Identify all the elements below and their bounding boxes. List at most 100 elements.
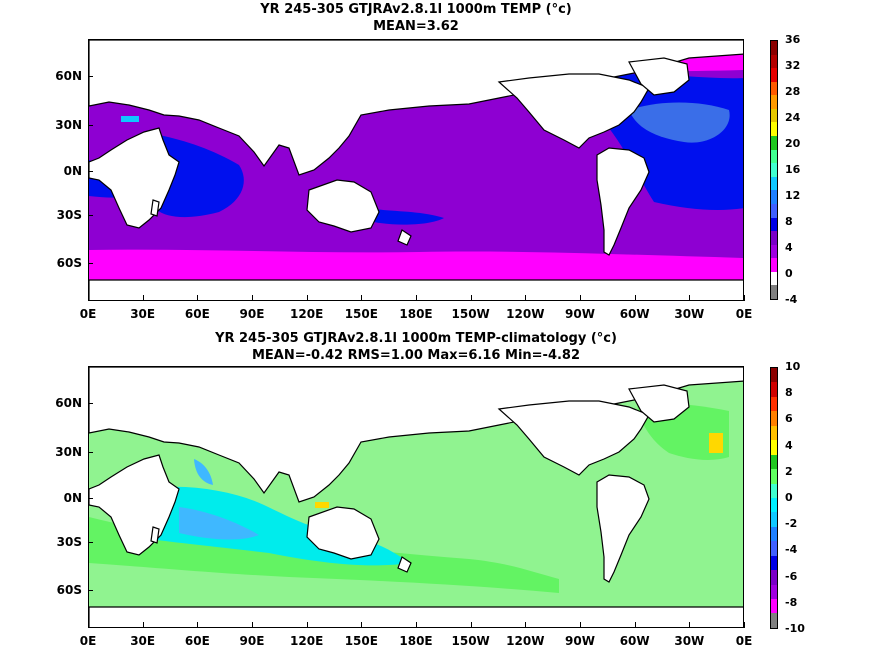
y-tick-label: 30S [56,535,82,549]
south-america-land [596,147,650,256]
y-tick-mark [88,498,93,499]
south-america-land [596,474,650,583]
colorbar-swatch [771,526,777,542]
x-tick-label: 60W [619,307,650,321]
x-tick-mark [470,622,472,628]
colorbar-swatch [771,95,777,109]
colorbar-swatch [771,497,777,513]
colorbar-swatch [771,454,777,470]
x-tick-mark [580,295,581,301]
madagascar-land [150,526,160,544]
y-tick-mark [88,452,93,453]
colorbar-swatch [771,483,777,498]
panel1-subtitle: MEAN=3.62 [373,19,459,34]
x-tick-label: 120W [506,634,545,648]
colorbar-tick-label: 20 [785,137,801,150]
colorbar-tick-label: 4 [785,241,793,254]
colorbar-tick-label: 6 [785,412,793,426]
colorbar-swatch [771,54,777,69]
x-tick-mark [142,295,144,301]
colorbar-swatch [771,203,777,218]
y-tick-mark [88,403,93,404]
y-tick-label: 0N [63,164,82,178]
colorbar-tick-label: 8 [785,386,793,400]
x-tick-label: 90W [565,307,595,321]
x-tick-label: 90E [239,634,265,648]
y-tick-label: 60N [55,69,82,83]
australia-land [306,506,380,560]
x-tick-mark [634,622,636,628]
new-zealand-land [397,229,412,246]
x-tick-label: 0E [735,307,753,321]
y-tick-mark [88,76,93,77]
colorbar-swatch [771,411,777,426]
x-tick-label: 60E [184,634,210,648]
x-tick-label: 150W [451,634,490,648]
colorbar-tick-label: 12 [785,189,801,202]
x-tick-mark [689,622,691,628]
x-tick-label: 0E [79,634,97,648]
panel1-title: YR 245-305 GTJRAv2.8.1l 1000m TEMP (°c) [260,2,572,17]
colorbar-swatch [771,176,777,191]
colorbar-swatch [771,425,777,441]
colorbar-swatch [771,613,777,628]
x-tick-mark [470,295,472,301]
colorbar-tick-label: 28 [785,85,801,98]
x-tick-label: 120E [290,307,324,321]
map-svg-1 [89,40,743,300]
colorbar-swatch [771,469,777,484]
y-tick-label: 30N [55,118,82,132]
x-tick-label: 30E [130,307,156,321]
x-tick-label: 60E [184,307,210,321]
atlantic-core [629,102,730,143]
x-tick-label: 150W [451,307,490,321]
x-tick-label: 30W [674,307,705,321]
colorbar-swatch [771,244,777,259]
x-tick-mark [197,295,199,301]
colorbar-tick-label: -4 [785,543,798,557]
x-tick-mark [88,295,89,301]
y-tick-mark [88,125,93,126]
x-tick-mark [361,622,363,628]
colorbar-swatch [771,555,777,571]
x-tick-label: 0E [735,634,753,648]
x-tick-mark [744,622,745,628]
panel2-subtitle: MEAN=-0.42 RMS=1.00 Max=6.16 Min=-4.82 [251,348,581,363]
x-tick-label: 180E [399,634,433,648]
colorbar-swatch [771,382,777,397]
colorbar-tick-label: 4 [785,438,793,452]
x-tick-mark [197,622,199,628]
colorbar-tick-label: -4 [785,293,798,306]
y-tick-label: 0N [63,491,82,505]
y-tick-mark [88,542,93,543]
panel1-map [88,39,744,301]
colorbar-swatch [771,149,777,164]
y-tick-label: 60S [56,256,82,270]
x-tick-mark [306,295,308,301]
y-tick-mark [88,171,93,172]
colorbar-swatch [771,258,777,272]
panel2-colorbar [770,367,778,629]
y-tick-label: 30S [56,208,82,222]
colorbar-swatch [771,440,777,455]
colorbar-swatch [771,68,777,82]
colorbar-tick-label: 24 [785,111,801,124]
colorbar-swatch [771,285,777,299]
colorbar-tick-label: 10 [785,360,801,373]
colorbar-swatch [771,81,777,96]
x-tick-label: 90W [565,634,595,648]
colorbar-tick-label: -2 [785,517,798,531]
colorbar-swatch [771,512,777,527]
y-tick-mark [88,263,93,264]
colorbar-swatch [771,136,777,150]
x-tick-mark [252,295,253,301]
x-tick-mark [580,622,581,628]
x-tick-label: 120W [506,307,545,321]
colorbar-tick-label: 2 [785,464,793,478]
x-tick-mark [142,622,144,628]
x-tick-label: 120E [290,634,324,648]
colorbar-tick-label: 0 [785,267,793,280]
x-tick-mark [689,295,691,301]
x-tick-mark [306,622,308,628]
colorbar-swatch [771,41,777,55]
